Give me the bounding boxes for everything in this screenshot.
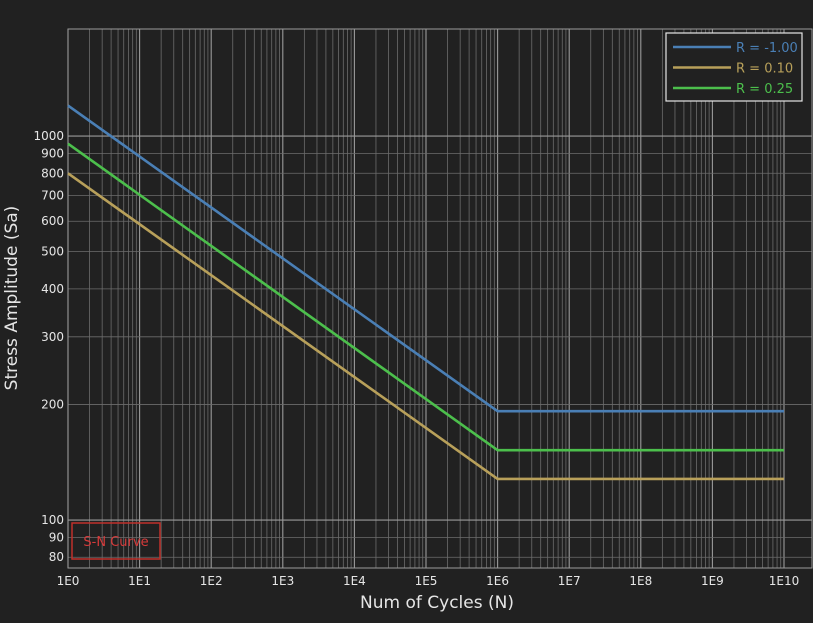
y-tick-label: 90 bbox=[49, 531, 64, 545]
y-tick-label: 700 bbox=[41, 189, 64, 203]
x-tick-label: 1E3 bbox=[271, 574, 294, 588]
sn-curve-badge: S-N Curve bbox=[71, 522, 161, 560]
series-lines bbox=[67, 104, 784, 481]
y-tick-label: 400 bbox=[41, 282, 64, 296]
x-tick-label: 1E8 bbox=[629, 574, 652, 588]
x-tick-label: 1E6 bbox=[486, 574, 509, 588]
y-axis-title: Stress Amplitude (Sa) bbox=[2, 206, 22, 391]
y-tick-label: 800 bbox=[41, 166, 64, 180]
x-tick-label: 1E0 bbox=[57, 574, 80, 588]
badge-box bbox=[71, 522, 161, 560]
y-tick-label: 100 bbox=[41, 513, 64, 527]
y-tick-label: 80 bbox=[49, 550, 64, 564]
badge-label: S-N Curve bbox=[83, 535, 148, 550]
x-tick-label: 1E10 bbox=[769, 574, 800, 588]
legend: R = -1.00 R = 0.10 R = 0.25 bbox=[665, 32, 803, 102]
y-tick-label: 900 bbox=[41, 147, 64, 161]
y-tick-label: 300 bbox=[41, 330, 64, 344]
y-tick-label: 500 bbox=[41, 245, 64, 259]
y-axis-tick-labels: 80 90 100 200 300 400 500 600 700 800 900 1000 bbox=[33, 129, 64, 564]
legend-label: R = -1.00 bbox=[736, 41, 798, 56]
y-tick-label: 1000 bbox=[33, 129, 64, 143]
x-tick-label: 1E5 bbox=[415, 574, 438, 588]
y-tick-label: 600 bbox=[41, 214, 64, 228]
x-tick-label: 1E9 bbox=[701, 574, 724, 588]
x-tick-label: 1E1 bbox=[128, 574, 151, 588]
series-line-2 bbox=[67, 172, 784, 481]
x-axis-tick-labels: 1E0 1E1 1E2 1E3 1E4 1E5 1E6 1E7 1E8 1E9 1E10 bbox=[57, 574, 800, 588]
y-tick-label: 200 bbox=[41, 397, 64, 411]
x-tick-label: 1E2 bbox=[200, 574, 223, 588]
series-line-1 bbox=[67, 104, 784, 413]
x-tick-label: 1E7 bbox=[558, 574, 581, 588]
grid-lines bbox=[67, 29, 812, 568]
series-line-3 bbox=[67, 142, 784, 452]
x-tick-label: 1E4 bbox=[343, 574, 366, 588]
x-axis-title: Num of Cycles (N) bbox=[360, 593, 514, 613]
legend-label: R = 0.10 bbox=[736, 62, 793, 77]
plot-area bbox=[67, 28, 813, 569]
legend-label: R = 0.25 bbox=[736, 82, 793, 97]
